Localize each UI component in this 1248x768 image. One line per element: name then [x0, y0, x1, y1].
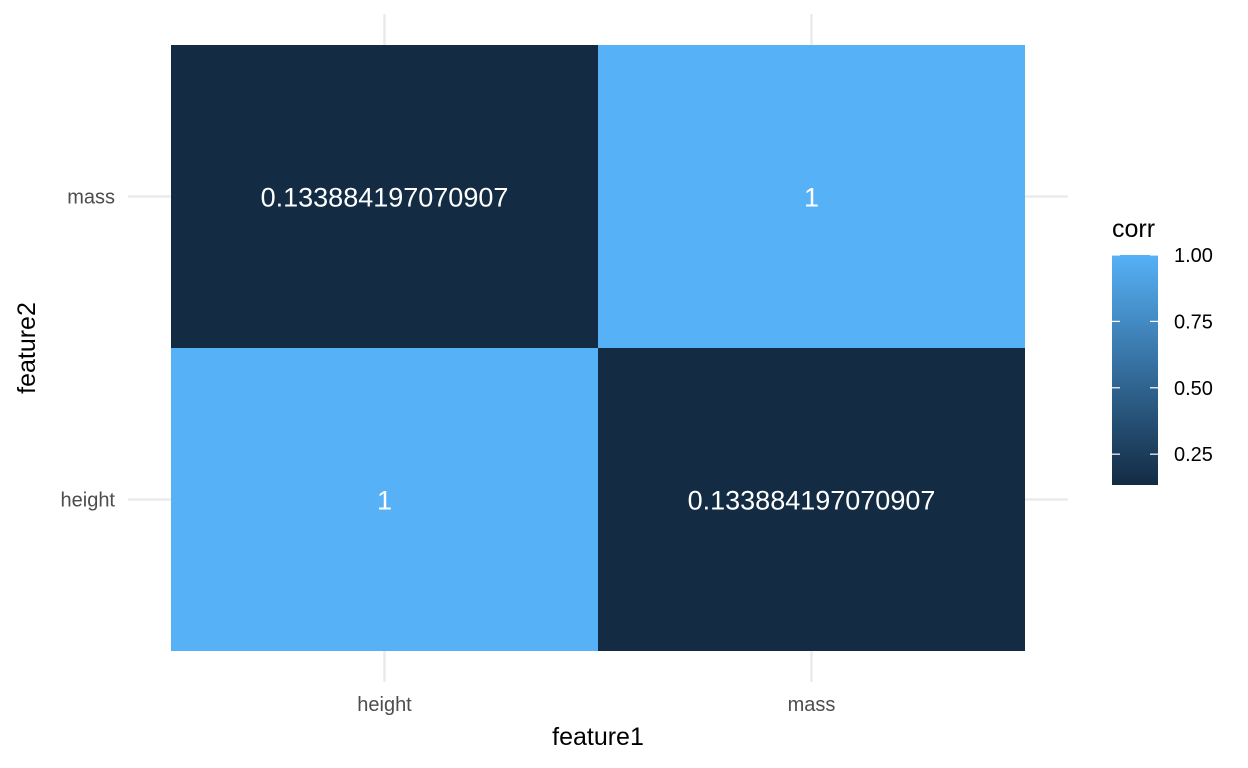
heatmap-cell-height-height: [171, 348, 598, 651]
y-tick-label-height: height: [61, 490, 116, 512]
x-tick-label-height: height: [357, 694, 412, 716]
cell-value-label-mass-height: 0.133884197070907: [688, 486, 936, 516]
y-axis-ticks: height mass: [61, 187, 116, 512]
heatmap-cell-mass-mass: [598, 45, 1025, 348]
y-tick-label-mass: mass: [67, 187, 115, 209]
legend-tick-label: 0.75: [1174, 311, 1213, 333]
legend-tick-label: 0.50: [1174, 378, 1213, 400]
y-axis-title: feature2: [13, 302, 41, 394]
legend-tick-label: 1.00: [1174, 245, 1213, 267]
x-axis-ticks: height mass: [357, 694, 835, 716]
cell-value-label-height-mass: 0.133884197070907: [261, 183, 509, 213]
legend-tick-label: 0.25: [1174, 444, 1213, 466]
x-tick-label-mass: mass: [788, 694, 836, 716]
x-axis-title: feature1: [552, 723, 644, 751]
heatmap-cell-mass-height: [598, 348, 1025, 651]
color-legend: corr 1.00 0.75 0.50 0.25: [1112, 215, 1213, 485]
legend-colorbar: [1112, 255, 1158, 485]
cell-value-label-height-height: 1: [377, 486, 392, 516]
heatmap-cells: 0.133884197070907 1 1 0.133884197070907: [171, 45, 1025, 651]
cell-value-label-mass-mass: 1: [804, 183, 819, 213]
heatmap-cell-height-mass: [171, 45, 598, 348]
legend-ticks: 1.00 0.75 0.50 0.25: [1112, 245, 1213, 466]
legend-title: corr: [1112, 215, 1155, 243]
